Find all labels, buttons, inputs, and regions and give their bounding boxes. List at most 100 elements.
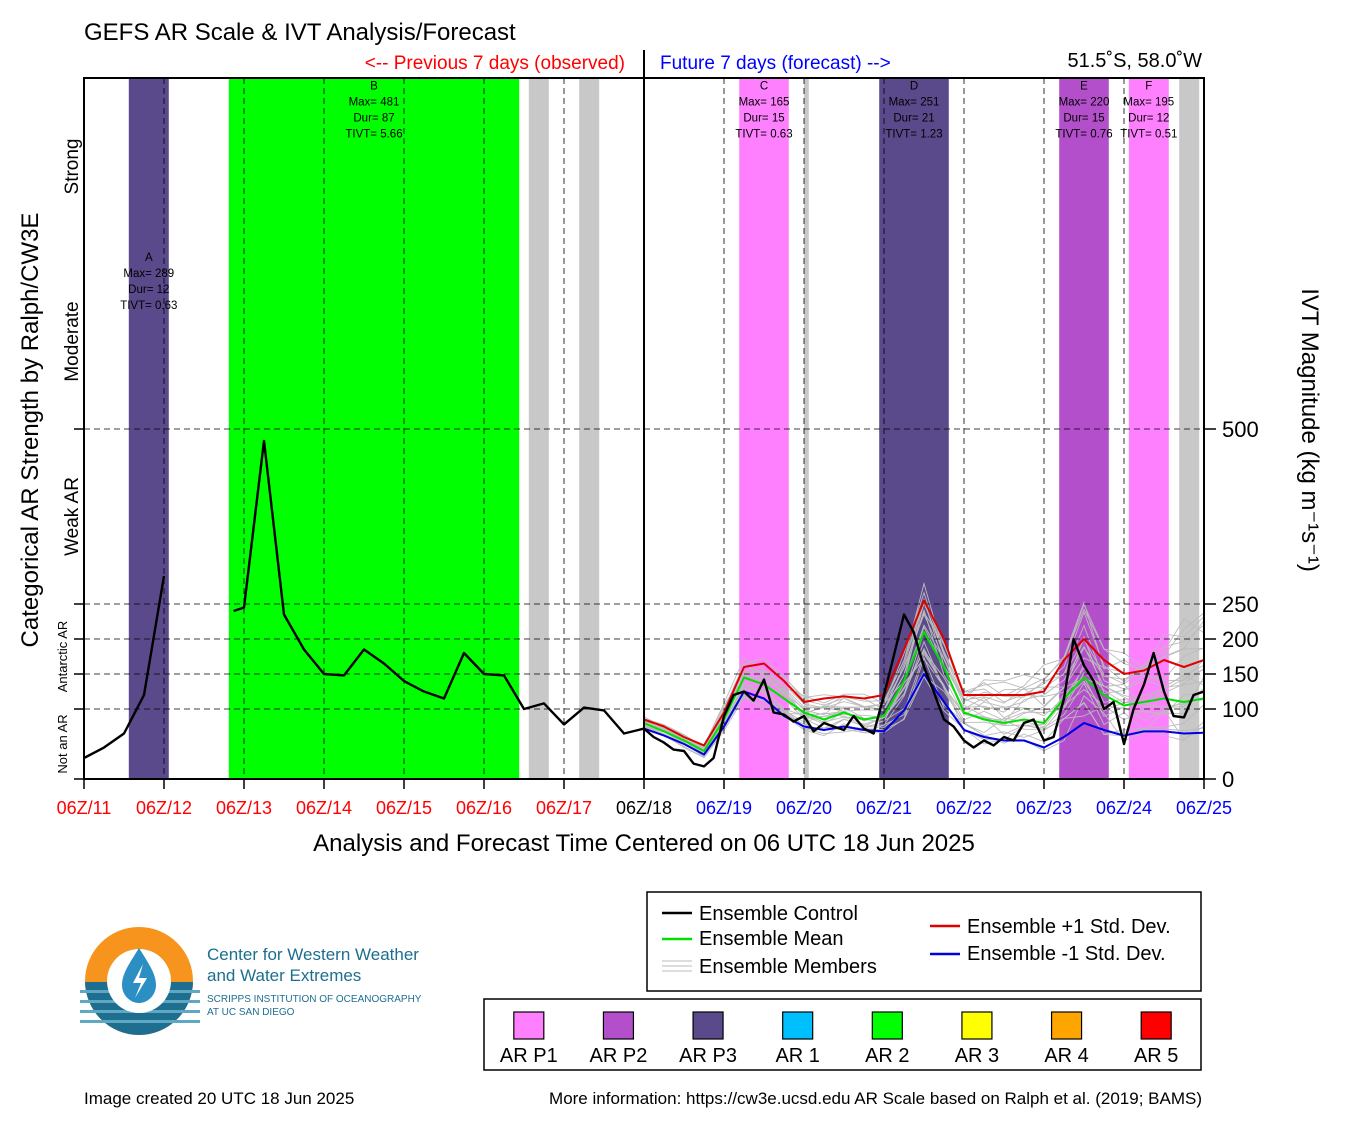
future-days-label: Future 7 days (forecast) -->: [660, 53, 891, 74]
ar-category-label-3: AR 1: [775, 1045, 819, 1067]
x-tick-label-14: 06Z/25: [1176, 798, 1232, 818]
x-axis-title: Analysis and Forecast Time Centered on 0…: [313, 830, 975, 857]
x-tick-label-3: 06Z/14: [296, 798, 352, 818]
ar-category-label-4: AR 2: [865, 1045, 909, 1067]
created-timestamp: Image created 20 UTC 18 Jun 2025: [84, 1089, 354, 1108]
legend-plus-sd-label: Ensemble +1 Std. Dev.: [967, 916, 1171, 938]
ar-event-a-tivt: TIVT= 0.63: [120, 300, 177, 312]
ar-event-c-id: C: [760, 81, 768, 93]
category-label-1: Antarctic AR: [55, 621, 70, 693]
ar-category-swatch-6: [1050, 1011, 1083, 1040]
y-axis: 0 100 150 200 250 500: [74, 417, 1259, 792]
ar-event-d-id: D: [910, 81, 918, 93]
ar-event-c-max: Max= 165: [739, 97, 790, 109]
ar-category-label-5: AR 3: [955, 1045, 999, 1067]
ar-event-c-tivt: TIVT= 0.63: [735, 129, 792, 141]
category-label-3: Moderate: [62, 301, 83, 381]
logo-line-4: AT UC SAN DIEGO: [207, 1007, 295, 1018]
y-tick-label-150: 150: [1222, 662, 1259, 687]
ensemble-lines: [84, 439, 1204, 768]
category-labels: Not an AR Antarctic AR Weak AR Moderate Stro…: [55, 139, 83, 774]
x-tick-label-10: 06Z/21: [856, 798, 912, 818]
ar-category-swatch-1: [602, 1011, 635, 1040]
ar-event-e-id: E: [1080, 81, 1088, 93]
ar-category-swatch-3: [782, 1011, 814, 1040]
x-tick-label-5: 06Z/16: [456, 798, 512, 818]
ar-event-a-id: A: [145, 252, 153, 264]
ensemble-member-line-11: [643, 624, 1204, 752]
ar-event-b-id: B: [370, 81, 378, 93]
x-tick-label-8: 06Z/19: [696, 798, 752, 818]
y-tick-label-500: 500: [1222, 417, 1259, 442]
x-tick-label-12: 06Z/23: [1016, 798, 1072, 818]
ar-event-d-dur: Dur= 21: [893, 113, 934, 125]
x-tick-label-11: 06Z/22: [936, 798, 992, 818]
ensemble-member-line-8: [643, 647, 1204, 755]
category-label-4: Strong: [62, 139, 83, 195]
y-tick-label-0: 0: [1222, 767, 1234, 792]
location-label: 51.5˚S, 58.0˚W: [1067, 50, 1202, 72]
ar-category-swatch-2: [692, 1011, 724, 1040]
ar-category-legend: AR P1 AR P2 AR P3 AR 1 AR 2 AR 3 AR 4 AR 5: [483, 998, 1202, 1071]
ensemble-member-line-15: [643, 597, 1204, 752]
ar-category-swatch-7: [1140, 1011, 1172, 1040]
ensemble-member-line-4: [643, 670, 1204, 757]
ar-event-e-tivt: TIVT= 0.76: [1055, 129, 1112, 141]
series-line-control: [84, 439, 1204, 768]
ar-event-e-dur: Dur= 15: [1063, 113, 1104, 125]
x-tick-label-9: 06Z/20: [776, 798, 832, 818]
previous-days-label: <-- Previous 7 days (observed): [365, 53, 625, 74]
ar-event-f-id: F: [1145, 81, 1152, 93]
ar-event-b-tivt: TIVT= 5.66: [345, 129, 402, 141]
legend-frame: [646, 891, 1202, 992]
x-axis: 06Z/11 06Z/12 06Z/13 06Z/14 06Z/15 06Z/16 06Z/…: [57, 779, 1232, 818]
no-data-band-0: [528, 78, 549, 779]
x-tick-label-13: 06Z/24: [1096, 798, 1152, 818]
left-axis-title: Categorical AR Strength by Ralph/CW3E: [17, 213, 44, 648]
legend-box: Ensemble Control Ensemble Mean Ensemble …: [646, 891, 1202, 992]
ar-category-label-7: AR 5: [1134, 1045, 1178, 1067]
x-tick-label-2: 06Z/13: [216, 798, 272, 818]
x-tick-label-7: 06Z/18: [616, 798, 672, 818]
y-tick-label-200: 200: [1222, 627, 1259, 652]
y-tick-label-100: 100: [1222, 697, 1259, 722]
ar-event-f-tivt: TIVT= 0.51: [1120, 129, 1177, 141]
ar-category-swatch-0: [513, 1011, 545, 1040]
ar-event-b-max: Max= 481: [349, 97, 400, 109]
ar-event-labels: A Max= 289 Dur= 12 TIVT= 0.63 B Max= 481 Dur= …: [120, 81, 1177, 313]
series-line-plus_sd: [643, 599, 1204, 747]
more-info-text: More information: https://cw3e.ucsd.edu …: [549, 1089, 1202, 1108]
cw3e-logo: Center for Western Weather and Water Ext…: [80, 927, 422, 1035]
series-line-mean: [643, 631, 1204, 752]
ar-category-label-6: AR 4: [1044, 1045, 1088, 1067]
ar-event-a-dur: Dur= 12: [128, 284, 169, 296]
x-tick-label-1: 06Z/12: [136, 798, 192, 818]
logo-line-2: and Water Extremes: [207, 966, 361, 985]
x-tick-label-6: 06Z/17: [536, 798, 592, 818]
ar-category-swatch-4: [871, 1011, 903, 1040]
legend-members-label: Ensemble Members: [699, 956, 877, 978]
ar-category-label-1: AR P2: [590, 1045, 648, 1067]
ar-event-d-tivt: TIVT= 1.23: [885, 129, 942, 141]
chart-title: GEFS AR Scale & IVT Analysis/Forecast: [84, 19, 516, 46]
x-tick-label-4: 06Z/15: [376, 798, 432, 818]
right-axis-title: IVT Magnitude (kg m⁻¹s⁻¹): [1296, 288, 1323, 572]
ar-category-label-2: AR P3: [679, 1045, 737, 1067]
no-data-band-2: [804, 78, 809, 779]
y-tick-label-250: 250: [1222, 592, 1259, 617]
category-label-0: Not an AR: [55, 714, 70, 773]
legend-control-label: Ensemble Control: [699, 903, 858, 925]
ar-event-a-max: Max= 289: [123, 268, 174, 280]
series-line-minus_sd: [643, 673, 1204, 756]
legend-minus-sd-label: Ensemble -1 Std. Dev.: [967, 943, 1166, 965]
ar-event-e-max: Max= 220: [1059, 97, 1110, 109]
x-tick-label-0: 06Z/11: [57, 798, 112, 818]
logo-line-3: SCRIPPS INSTITUTION OF OCEANOGRAPHY: [207, 994, 422, 1005]
ar-category-label-0: AR P1: [500, 1045, 558, 1067]
lightning-icon: [133, 964, 147, 998]
ar-event-f-max: Max= 195: [1123, 97, 1174, 109]
ar-category-swatch-5: [961, 1011, 993, 1040]
ar-event-d-max: Max= 251: [889, 97, 940, 109]
logo-line-1: Center for Western Weather: [207, 945, 419, 964]
